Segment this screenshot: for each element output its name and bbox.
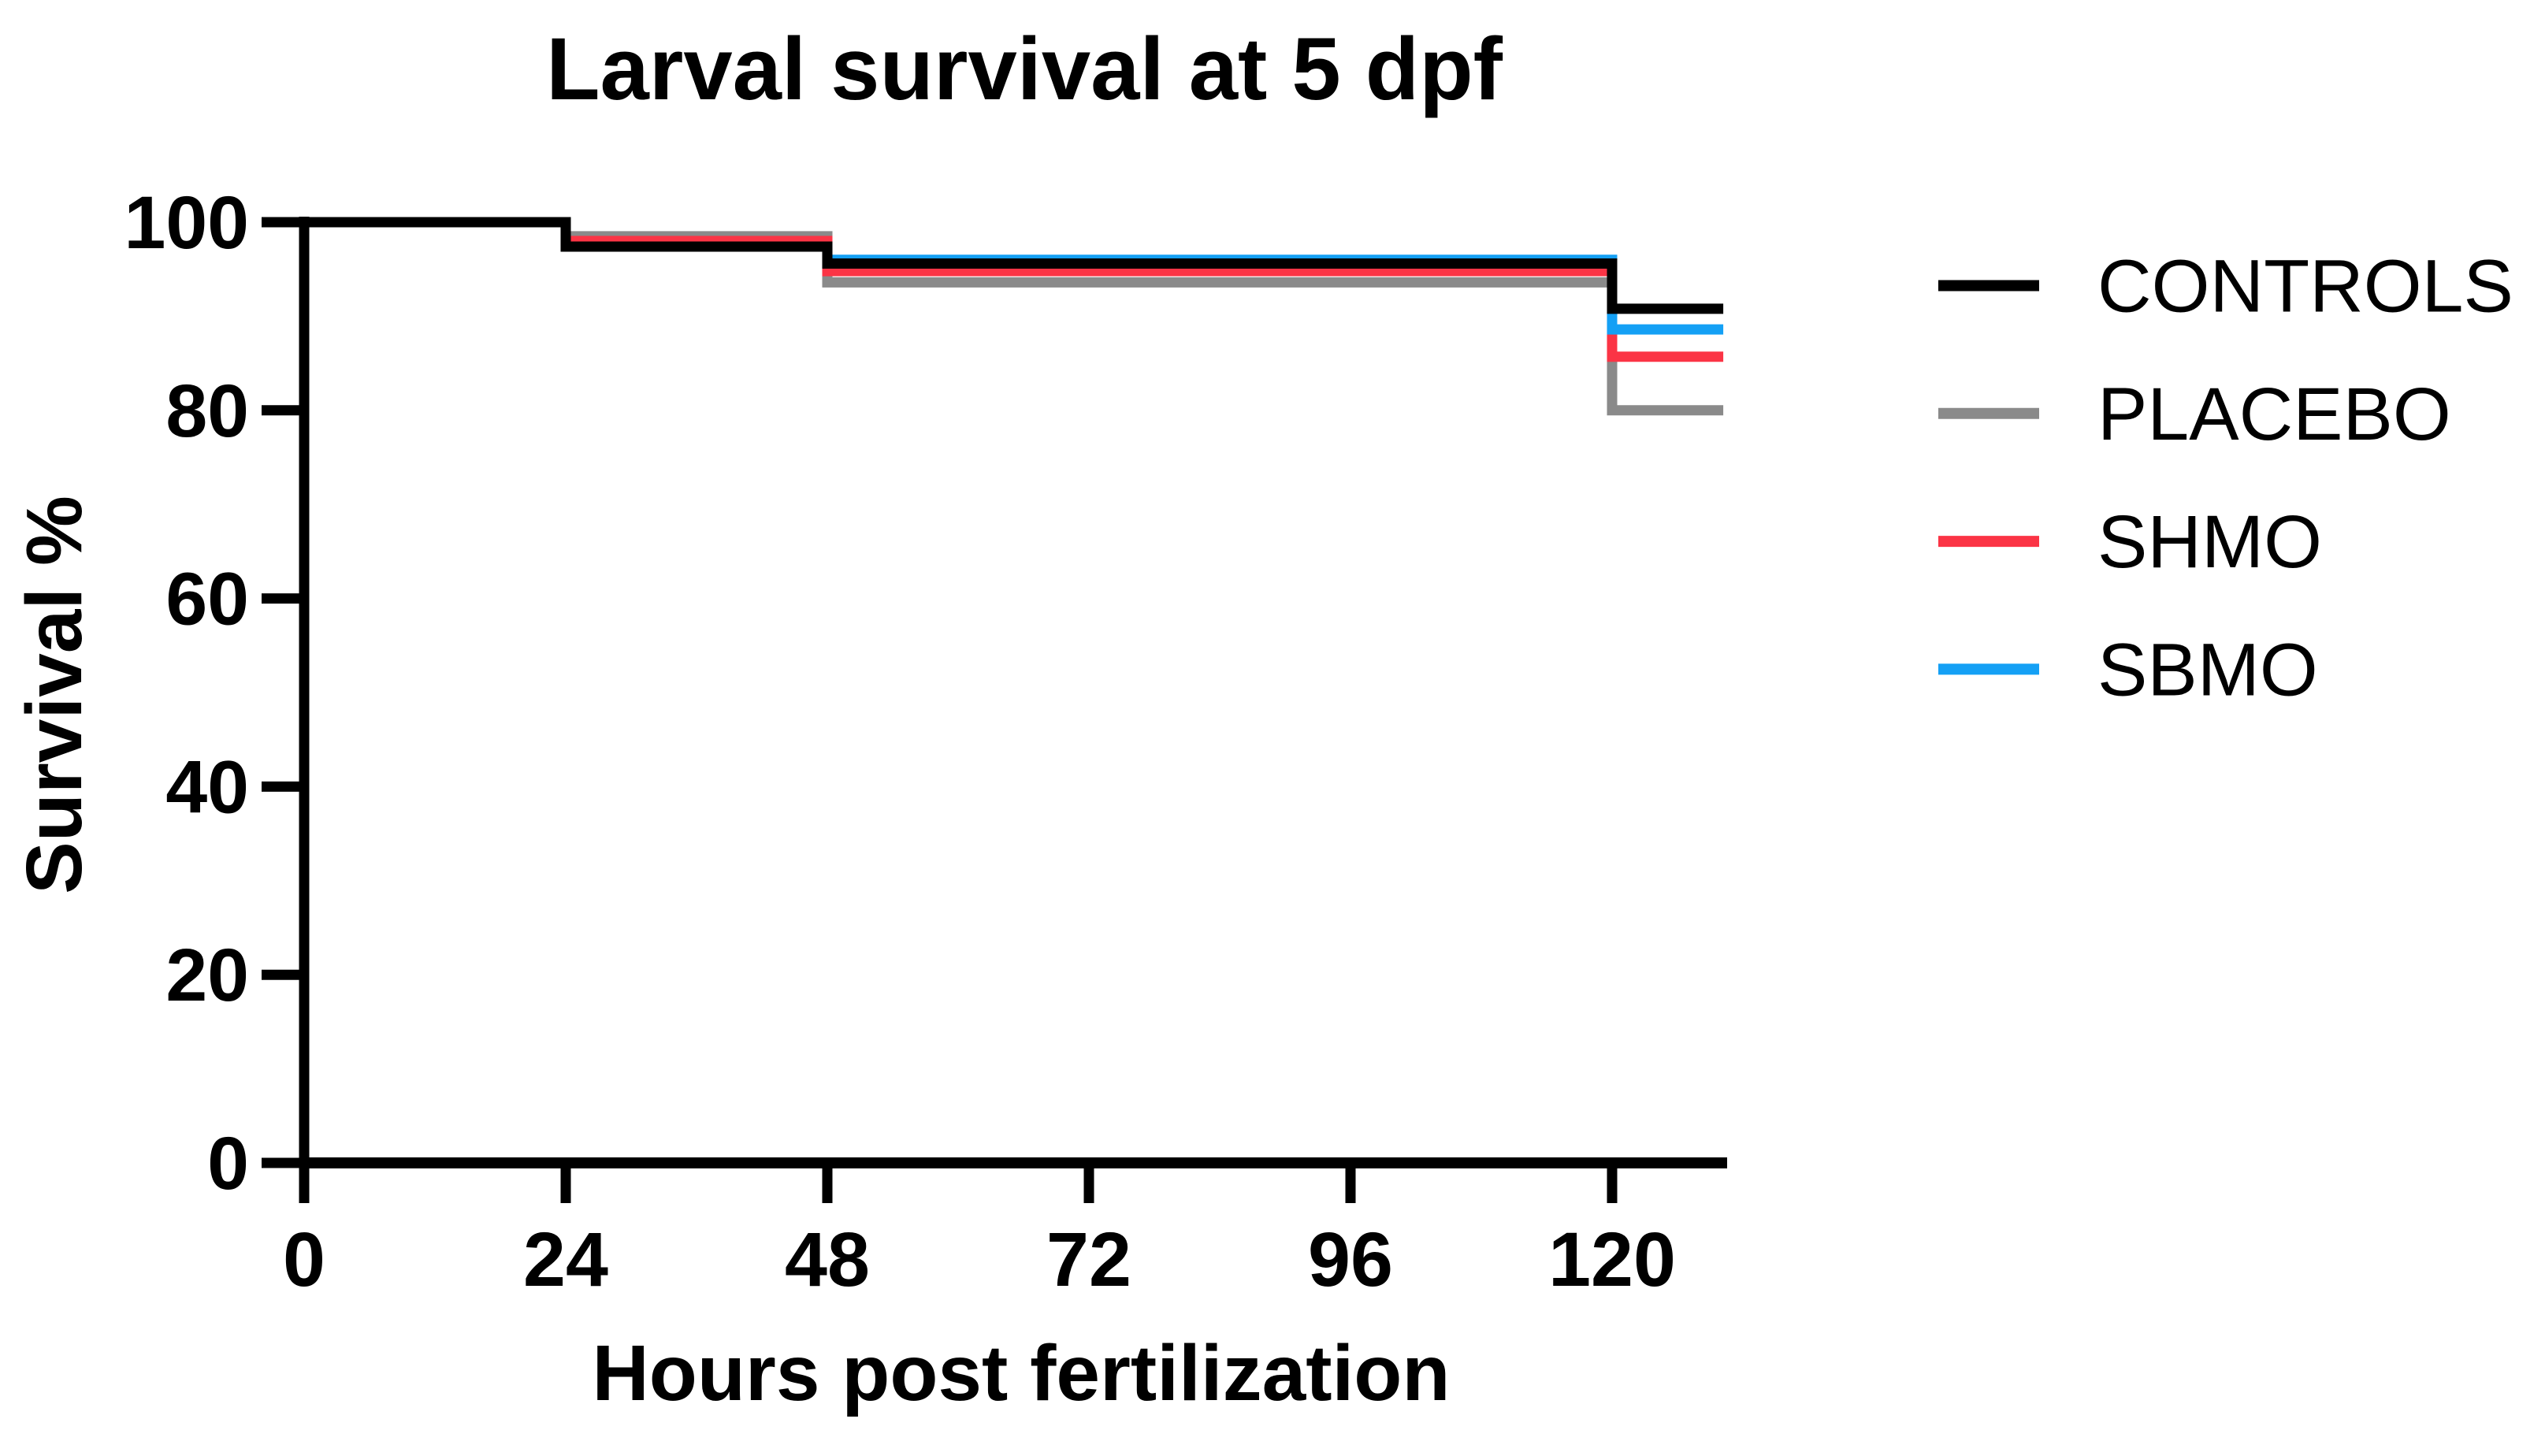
survival-curves (304, 217, 1724, 416)
legend-label-shmo: SHMO (2097, 500, 2322, 584)
legend: CONTROLS PLACEBO SHMO SBMO (1938, 245, 2513, 711)
chart-title: Larval survival at 5 dpf (546, 20, 1503, 118)
curve-shmo (304, 217, 1724, 362)
y-axis-title: Survival % (10, 496, 98, 894)
y-tick-label: 60 (165, 558, 249, 641)
legend-label-placebo: PLACEBO (2097, 373, 2451, 456)
x-tick-label: 0 (283, 1216, 325, 1302)
y-tick-label: 100 (124, 181, 249, 265)
x-tick-label: 96 (1308, 1216, 1393, 1302)
legend-label-sbmo: SBMO (2097, 628, 2318, 711)
y-tick-label: 0 (207, 1122, 249, 1205)
x-tick-label: 120 (1548, 1216, 1676, 1302)
x-tick-label: 48 (785, 1216, 870, 1302)
curve-placebo (304, 217, 1724, 416)
y-tick-label: 20 (165, 934, 249, 1017)
x-tick-label: 24 (523, 1216, 608, 1302)
y-tick-label: 40 (165, 745, 249, 829)
curve-controls (304, 217, 1724, 314)
x-tick-label: 72 (1046, 1216, 1131, 1302)
legend-label-controls: CONTROLS (2097, 245, 2513, 329)
axes (299, 217, 1727, 1203)
x-axis-title: Hours post fertilization (593, 1329, 1451, 1417)
y-tick-label: 80 (165, 370, 249, 453)
axis-ticks: 0 20 40 60 80 100 0 24 48 72 96 120 (124, 181, 1675, 1302)
